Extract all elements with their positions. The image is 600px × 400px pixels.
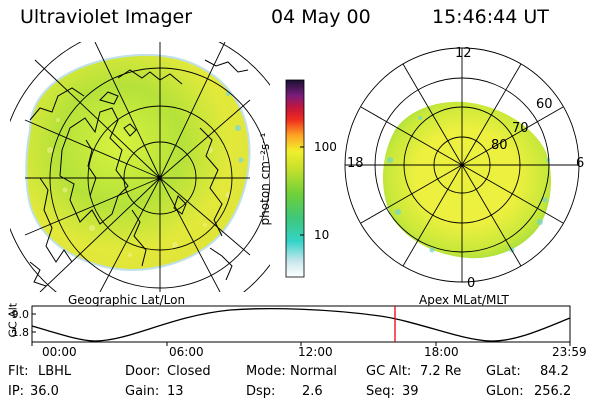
apex-grid xyxy=(344,47,580,283)
intensity-colorbar xyxy=(285,79,305,278)
mlat-label-80: 80 xyxy=(491,138,508,153)
flt-value: LBHL xyxy=(38,364,72,379)
ip-value: 36.0 xyxy=(30,384,59,399)
flt-label: Flt: xyxy=(8,364,29,379)
aurora-speckle xyxy=(47,118,231,257)
mlat-label-70: 70 xyxy=(512,121,529,136)
image-time: 15:46:44 UT xyxy=(432,6,549,28)
seq-value: 39 xyxy=(402,384,419,399)
colorbar-label-10: 10 xyxy=(314,228,330,242)
geographic-map-panel xyxy=(10,42,270,292)
mode-value: Normal xyxy=(290,364,338,379)
timeline-x-tick-1800: 18:00 xyxy=(424,345,459,359)
glon-value: 256.2 xyxy=(534,384,572,399)
apex-polar-panel xyxy=(344,47,580,283)
gain-value: 13 xyxy=(167,384,184,399)
door-label: Door: xyxy=(125,364,161,379)
seq-label: Seq: xyxy=(366,384,395,399)
mlat-label-60: 60 xyxy=(536,97,553,112)
timeline-frame xyxy=(31,305,571,343)
timeline-x-tick-0600: 06:00 xyxy=(169,345,204,359)
geographic-graticule xyxy=(10,42,270,292)
dsp-label: Dsp: xyxy=(246,384,276,399)
gc-alt-label: GC Alt: xyxy=(366,364,412,379)
timeline-x-tick-1200: 12:00 xyxy=(298,345,333,359)
mlt-label-0: 0 xyxy=(467,276,476,291)
glat-label: GLat: xyxy=(486,364,521,379)
colorbar-label-100: 100 xyxy=(314,140,337,154)
mode-label: Mode: xyxy=(246,364,286,379)
geographic-panel-label: Geographic Lat/Lon xyxy=(68,293,186,307)
altitude-curve xyxy=(31,308,571,342)
timeline-x-tick-2359: 23:59 xyxy=(552,345,587,359)
aurora-cyan-patches xyxy=(226,92,244,163)
colorbar-gradient xyxy=(285,79,305,278)
image-date: 04 May 00 xyxy=(271,6,371,28)
mlt-label-12: 12 xyxy=(455,46,472,61)
imager-title: Ultraviolet Imager xyxy=(20,6,193,28)
aurora-image-geographic xyxy=(25,53,251,271)
dsp-value: 2.6 xyxy=(302,384,323,399)
timeline-y-tick-1-8: 1.8 xyxy=(11,326,30,339)
apex-panel-label: Apex MLat/MLT xyxy=(419,293,509,307)
timeline-x-tick-0000: 00:00 xyxy=(42,345,77,359)
gain-label: Gain: xyxy=(125,384,160,399)
mlt-label-18: 18 xyxy=(347,156,364,171)
glat-value: 84.2 xyxy=(540,364,569,379)
gc-alt-value: 7.2 Re xyxy=(420,364,462,379)
altitude-timeline xyxy=(31,305,571,346)
ip-label: IP: xyxy=(8,384,25,399)
glon-label: GLon: xyxy=(486,384,524,399)
mlt-label-6: 6 xyxy=(576,156,585,171)
aurora-image-apex xyxy=(382,101,552,259)
coastline-outlines xyxy=(29,59,249,287)
colorbar-unit-label: photon cm⁻²s⁻¹ xyxy=(258,132,272,226)
timeline-y-tick-9: 9.0 xyxy=(11,308,30,321)
door-value: Closed xyxy=(167,364,211,379)
